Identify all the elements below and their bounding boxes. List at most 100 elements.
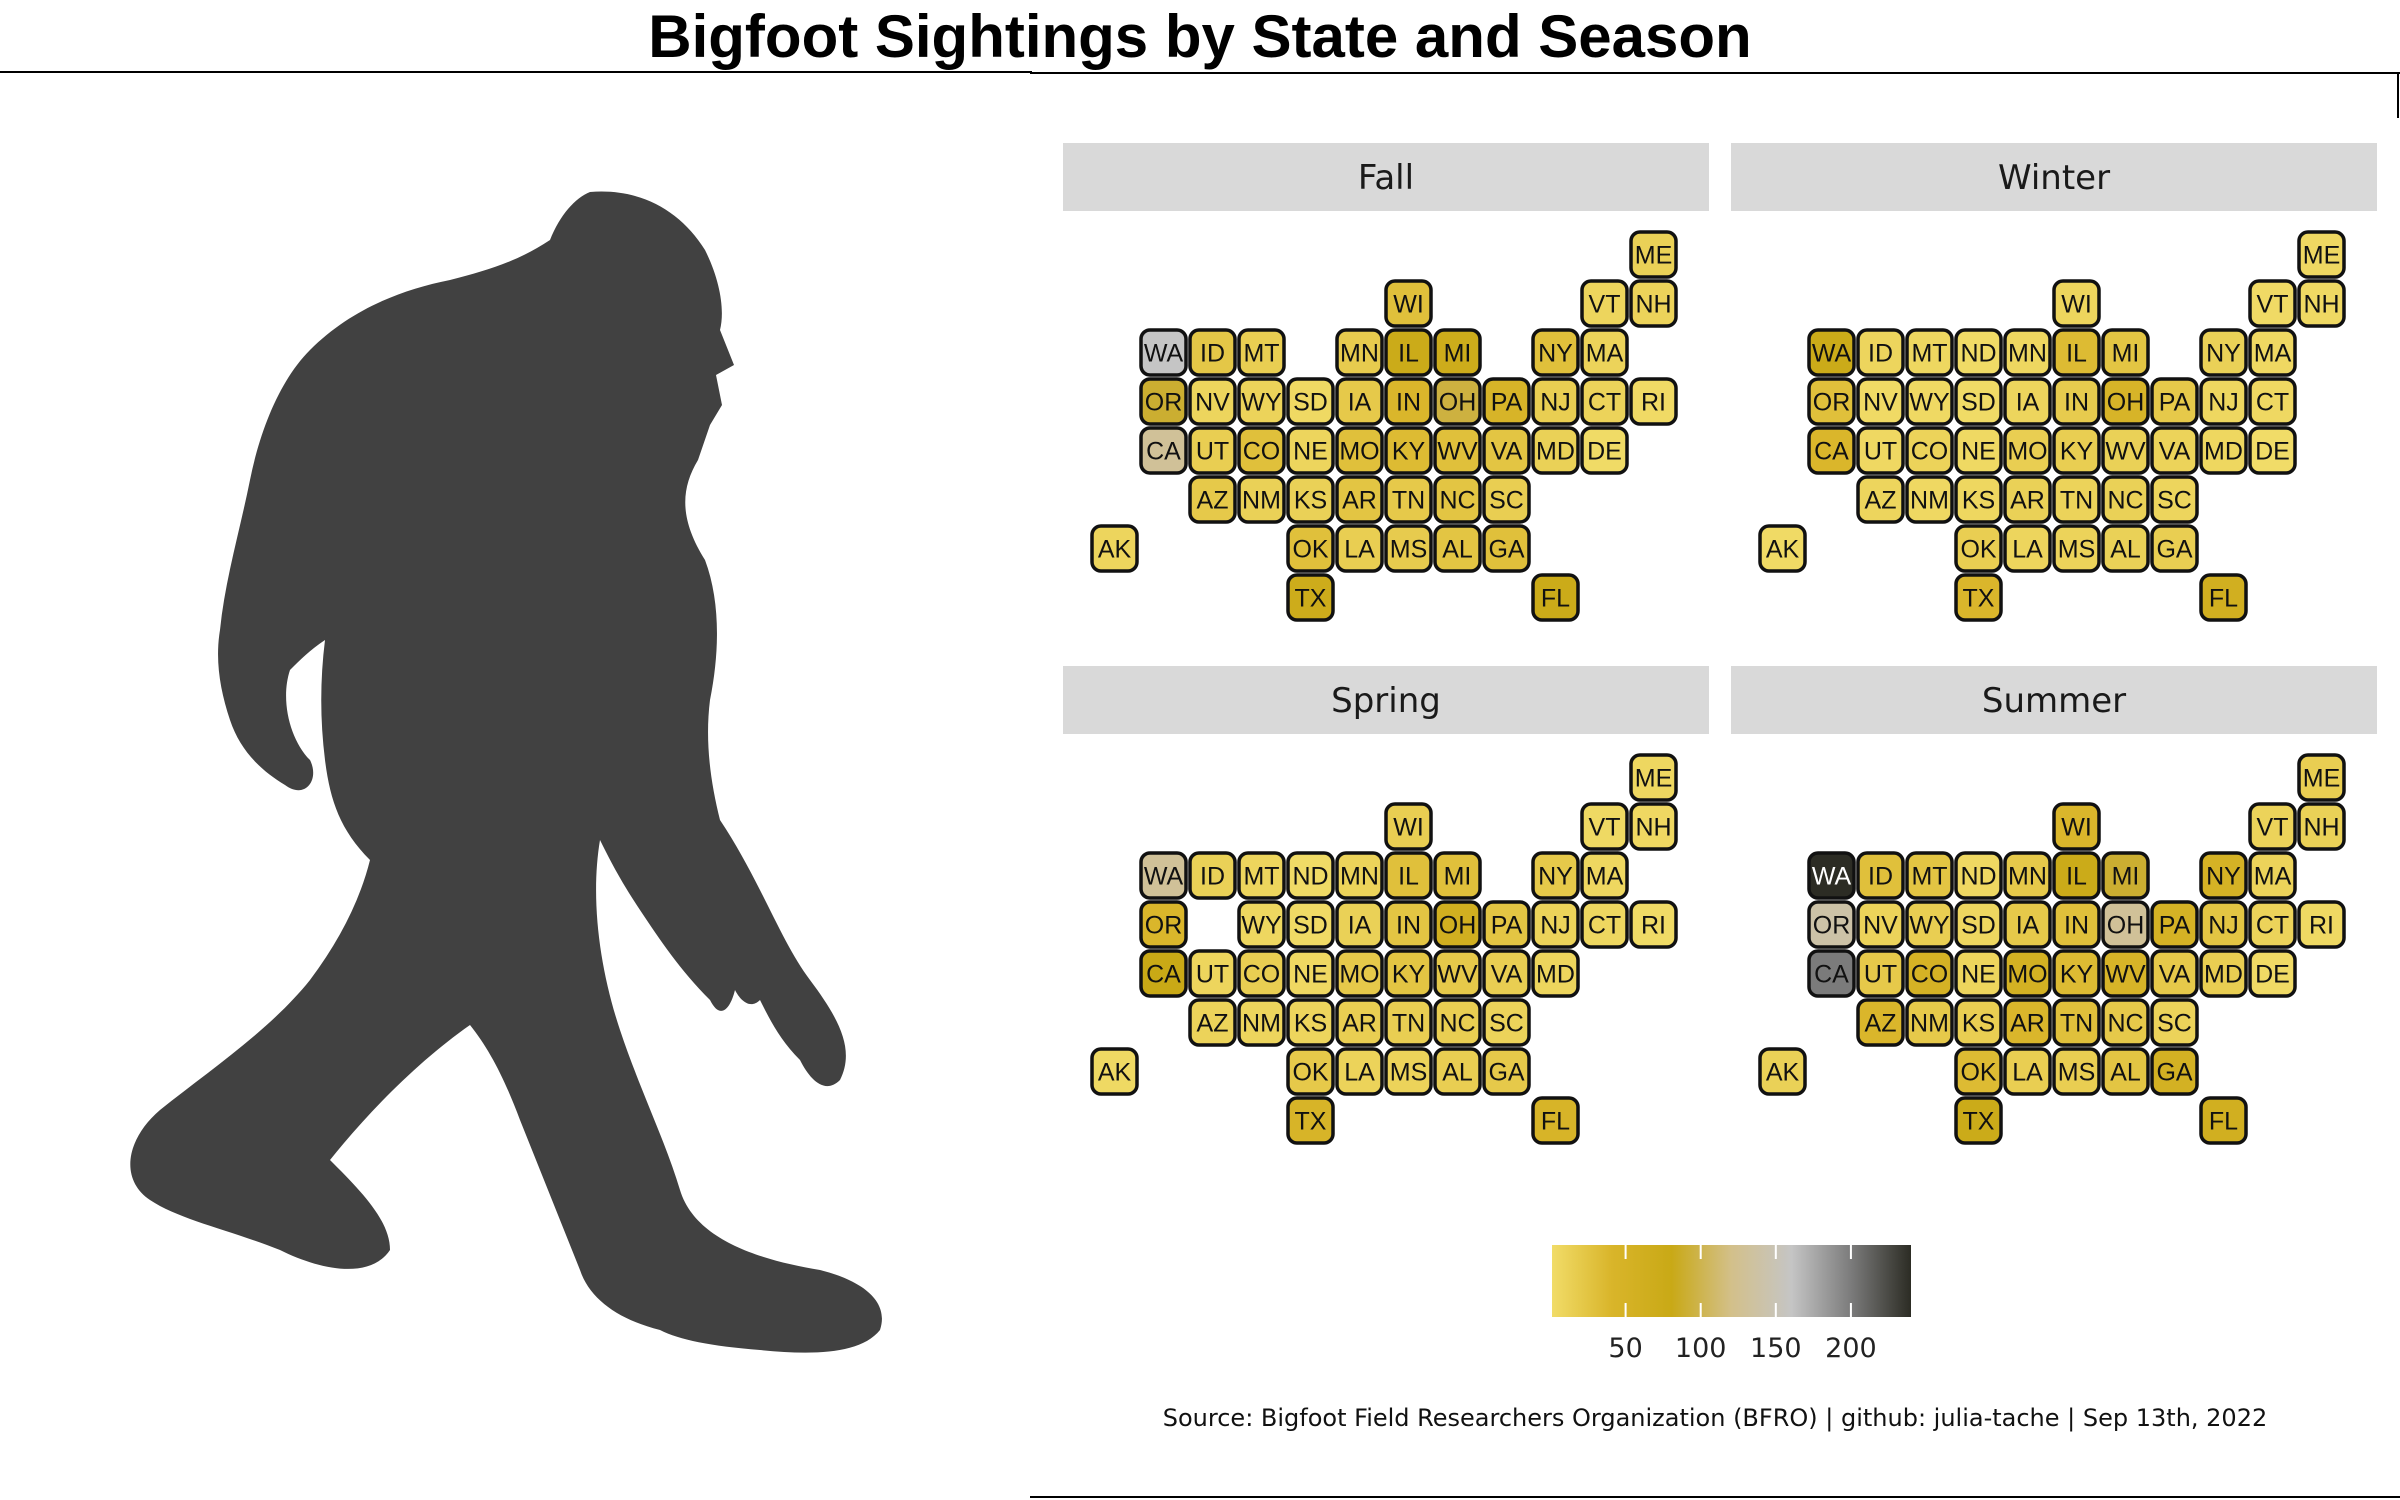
state-tile-rect bbox=[1384, 279, 1433, 328]
panel-fall: Fall ME WI VT NH WA ID MT MN IL MI NY MA OR NV WY SD IA IN… bbox=[1063, 143, 1709, 622]
state-tile-rect bbox=[1856, 851, 1905, 900]
state-tile-rect bbox=[1384, 328, 1433, 377]
state-label: VA bbox=[2159, 438, 2191, 466]
state-tile-rect bbox=[2199, 328, 2248, 377]
state-tile-rect bbox=[2150, 426, 2199, 475]
state-tile-wv: WV bbox=[2101, 426, 2150, 475]
state-tile-az: AZ bbox=[1188, 475, 1237, 524]
state-tile-rect bbox=[1856, 328, 1905, 377]
state-tile-rect bbox=[2199, 851, 2248, 900]
state-tile-pa: PA bbox=[1482, 377, 1531, 426]
state-tile-nh: NH bbox=[2297, 279, 2346, 328]
state-tile-rect bbox=[1954, 475, 2003, 524]
state-tile-wv: WV bbox=[1433, 949, 1482, 998]
state-tile-rect bbox=[1482, 998, 1531, 1047]
state-label: KY bbox=[1392, 961, 1426, 989]
state-tile-ok: OK bbox=[1954, 1047, 2003, 1096]
state-label: IA bbox=[1348, 389, 1372, 417]
state-label: NC bbox=[2107, 487, 2143, 515]
state-label: NJ bbox=[1540, 912, 1571, 940]
panel-strip bbox=[1063, 143, 1709, 211]
state-label: MI bbox=[2112, 863, 2140, 891]
state-label: CT bbox=[1588, 389, 1621, 417]
state-tile-sd: SD bbox=[1286, 377, 1335, 426]
state-tile-rect bbox=[1954, 851, 2003, 900]
state-tile-de: DE bbox=[2248, 949, 2297, 998]
state-label: MN bbox=[2008, 863, 2047, 891]
state-tile-ca: CA bbox=[1807, 949, 1856, 998]
state-tile-rect bbox=[2248, 328, 2297, 377]
state-label: CA bbox=[1814, 961, 1849, 989]
state-tile-nc: NC bbox=[1433, 998, 1482, 1047]
state-tile-id: ID bbox=[1856, 328, 1905, 377]
state-tile-rect bbox=[1237, 426, 1286, 475]
state-label: MN bbox=[1340, 863, 1379, 891]
state-tile-nh: NH bbox=[2297, 802, 2346, 851]
state-label: OK bbox=[1292, 536, 1328, 564]
state-label: FL bbox=[2209, 1108, 2238, 1136]
state-label: AK bbox=[1098, 1059, 1132, 1087]
state-label: SD bbox=[1961, 912, 1996, 940]
state-tile-rect bbox=[1482, 1047, 1531, 1096]
panel-summer: Summer ME WI VT NH WA ID MT ND MN IL MI NY MA OR NV WY SD… bbox=[1731, 666, 2377, 1145]
state-tile-rect bbox=[1384, 949, 1433, 998]
state-tile-ak: AK bbox=[1758, 524, 1807, 573]
state-label: MT bbox=[1243, 863, 1279, 891]
state-tile-rect bbox=[1433, 328, 1482, 377]
state-tile-rect bbox=[1237, 328, 1286, 377]
state-tile-vt: VT bbox=[1580, 802, 1629, 851]
state-label: OR bbox=[1813, 912, 1851, 940]
state-label: ND bbox=[1960, 340, 1996, 368]
state-tile-rect bbox=[1807, 851, 1856, 900]
state-label: SD bbox=[1293, 389, 1328, 417]
state-label: KS bbox=[1294, 487, 1327, 515]
state-tile-rect bbox=[1905, 998, 1954, 1047]
state-label: OH bbox=[2107, 389, 2145, 417]
state-label: NC bbox=[2107, 1010, 2143, 1038]
state-tile-rect bbox=[2101, 851, 2150, 900]
state-tile-ma: MA bbox=[1580, 851, 1629, 900]
state-label: UT bbox=[1864, 961, 1897, 989]
state-tile-sc: SC bbox=[2150, 998, 2199, 1047]
state-tile-rect bbox=[2052, 377, 2101, 426]
state-tile-rect bbox=[1286, 377, 1335, 426]
state-label: FL bbox=[2209, 585, 2238, 613]
state-tile-nv: NV bbox=[1188, 377, 1237, 426]
state-tile-wa: WA bbox=[1807, 851, 1856, 900]
state-tile-ut: UT bbox=[1188, 426, 1237, 475]
state-tile-rect bbox=[1335, 851, 1384, 900]
state-tile-rect bbox=[1384, 377, 1433, 426]
state-label: NM bbox=[1242, 1010, 1281, 1038]
state-tile-rect bbox=[1384, 524, 1433, 573]
state-tile-rect bbox=[1531, 851, 1580, 900]
state-tile-rect bbox=[1758, 524, 1807, 573]
state-label: IA bbox=[2016, 912, 2040, 940]
state-label: OR bbox=[1145, 389, 1183, 417]
state-label: WA bbox=[1812, 863, 1852, 891]
state-tile-rect bbox=[1384, 802, 1433, 851]
state-tile-rect bbox=[1580, 802, 1629, 851]
state-tile-in: IN bbox=[1384, 900, 1433, 949]
state-label: NV bbox=[1863, 389, 1898, 417]
state-label: MA bbox=[2254, 863, 2292, 891]
state-tile-md: MD bbox=[1531, 949, 1580, 998]
state-tile-rect bbox=[1580, 377, 1629, 426]
state-tile-ut: UT bbox=[1856, 426, 1905, 475]
state-tile-rect bbox=[1807, 949, 1856, 998]
state-tile-nm: NM bbox=[1237, 998, 1286, 1047]
state-label: DE bbox=[2255, 961, 2290, 989]
state-tile-az: AZ bbox=[1856, 475, 1905, 524]
state-tile-or: OR bbox=[1139, 900, 1188, 949]
state-tile-rect bbox=[2003, 900, 2052, 949]
state-label: KS bbox=[1962, 487, 1995, 515]
state-tile-ct: CT bbox=[1580, 377, 1629, 426]
state-label: NY bbox=[1538, 340, 1573, 368]
state-tile-al: AL bbox=[2101, 1047, 2150, 1096]
state-tile-az: AZ bbox=[1188, 998, 1237, 1047]
state-tile-oh: OH bbox=[1433, 900, 1482, 949]
state-tile-pa: PA bbox=[2150, 377, 2199, 426]
state-label: MS bbox=[1390, 536, 1428, 564]
state-tile-rect bbox=[2052, 279, 2101, 328]
state-tile-rect bbox=[2101, 426, 2150, 475]
state-tile-ne: NE bbox=[1286, 949, 1335, 998]
